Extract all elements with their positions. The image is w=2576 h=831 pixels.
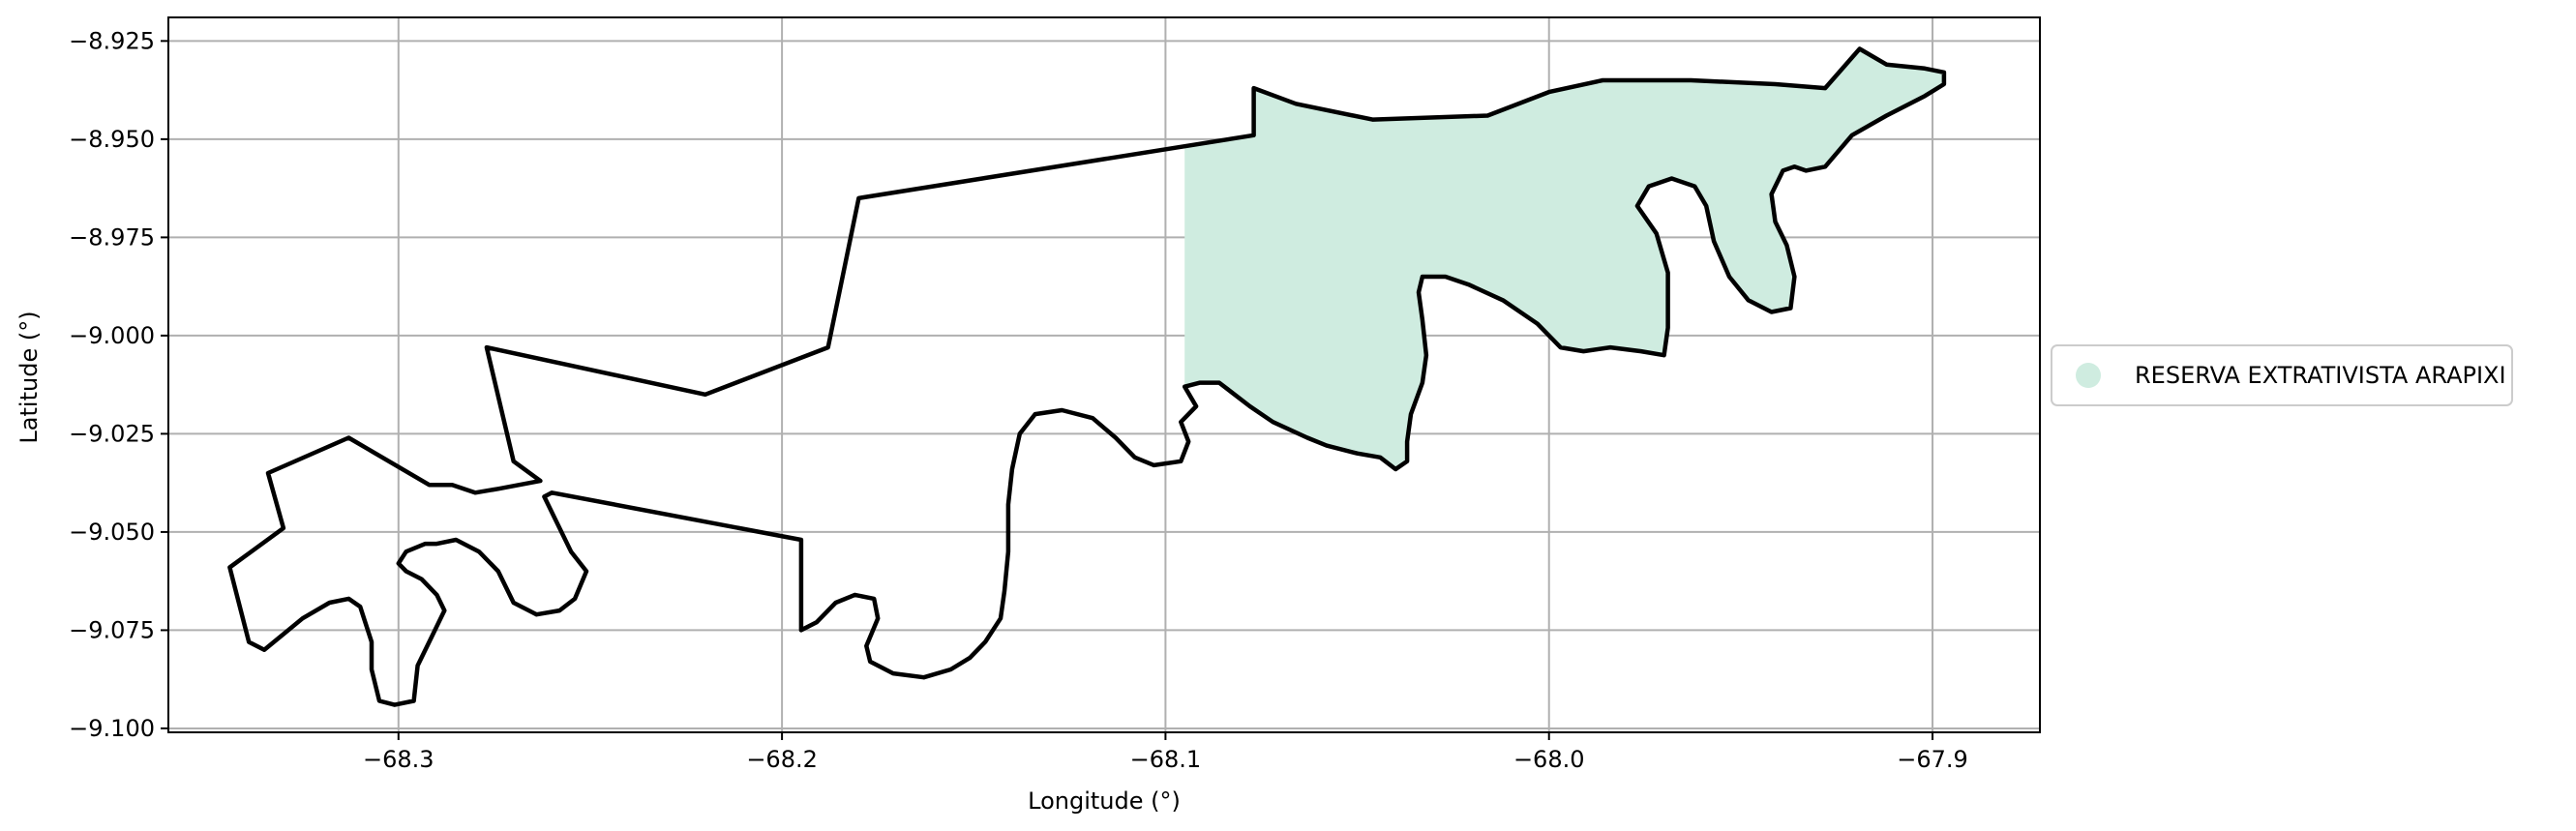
reserve-boundary-outline	[227, 46, 1947, 707]
y-tick-label: −9.075	[69, 616, 155, 643]
y-tick-label: −8.975	[69, 223, 155, 251]
y-axis: −8.925 −8.950 −8.975 −9.000 −9.025 −9.050 −9.0…	[69, 27, 168, 742]
y-tick-label: −8.925	[69, 27, 155, 54]
y-tick-label: −8.950	[69, 126, 155, 153]
legend-entry-label: RESERVA EXTRATIVISTA ARAPIXI	[2135, 362, 2506, 389]
legend-frame	[2051, 344, 2513, 406]
reserve-area-fill	[1184, 48, 1944, 469]
plot-frame	[167, 16, 2041, 733]
x-tick-label: −68.2	[746, 746, 818, 773]
x-tick-label: −68.0	[1513, 746, 1585, 773]
x-tick-label: −68.1	[1130, 746, 1202, 773]
y-tick-label: −9.100	[69, 715, 155, 742]
y-tick-label: −9.000	[69, 322, 155, 349]
x-axis-label: Longitude (°)	[1028, 787, 1181, 815]
y-axis-label: Latitude (°)	[15, 311, 43, 443]
x-tick-label: −68.3	[363, 746, 434, 773]
legend: RESERVA EXTRATIVISTA ARAPIXI	[2051, 344, 2513, 406]
x-tick-label: −67.9	[1897, 746, 1968, 773]
y-tick-label: −9.025	[69, 420, 155, 447]
legend-marker	[2076, 363, 2101, 388]
y-tick-label: −9.050	[69, 519, 155, 546]
x-axis: −68.3 −68.2 −68.1 −68.0 −67.9	[363, 732, 1968, 773]
